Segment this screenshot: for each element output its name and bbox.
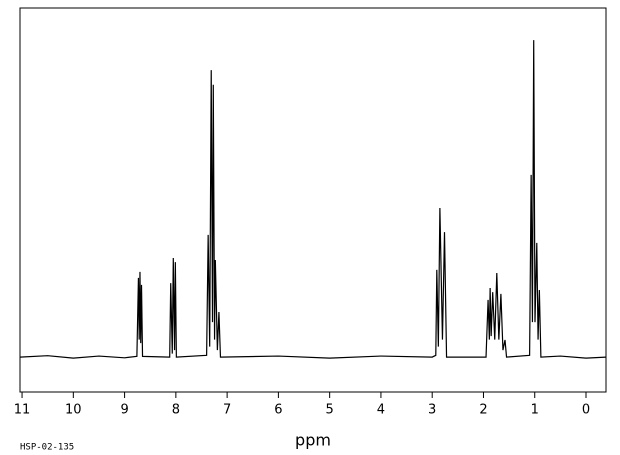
- x-tick-label: 3: [428, 403, 436, 418]
- x-tick-label: 4: [377, 403, 385, 418]
- plot-frame: [19, 7, 607, 393]
- spectrum-line: [19, 40, 607, 359]
- x-tick-label: 11: [14, 403, 31, 418]
- x-tick-label: 2: [479, 403, 487, 418]
- x-tick-label: 8: [172, 403, 180, 418]
- x-tick-label: 1: [531, 403, 539, 418]
- x-axis-label: ppm: [295, 431, 331, 450]
- x-tick-label: 6: [274, 403, 282, 418]
- x-tick-label: 0: [582, 403, 590, 418]
- footnote: HSP-02-135: [20, 443, 74, 453]
- x-tick-label: 9: [120, 403, 128, 418]
- x-tick-label: 7: [223, 403, 231, 418]
- x-tick-label: 10: [65, 403, 82, 418]
- x-tick-label: 5: [326, 403, 334, 418]
